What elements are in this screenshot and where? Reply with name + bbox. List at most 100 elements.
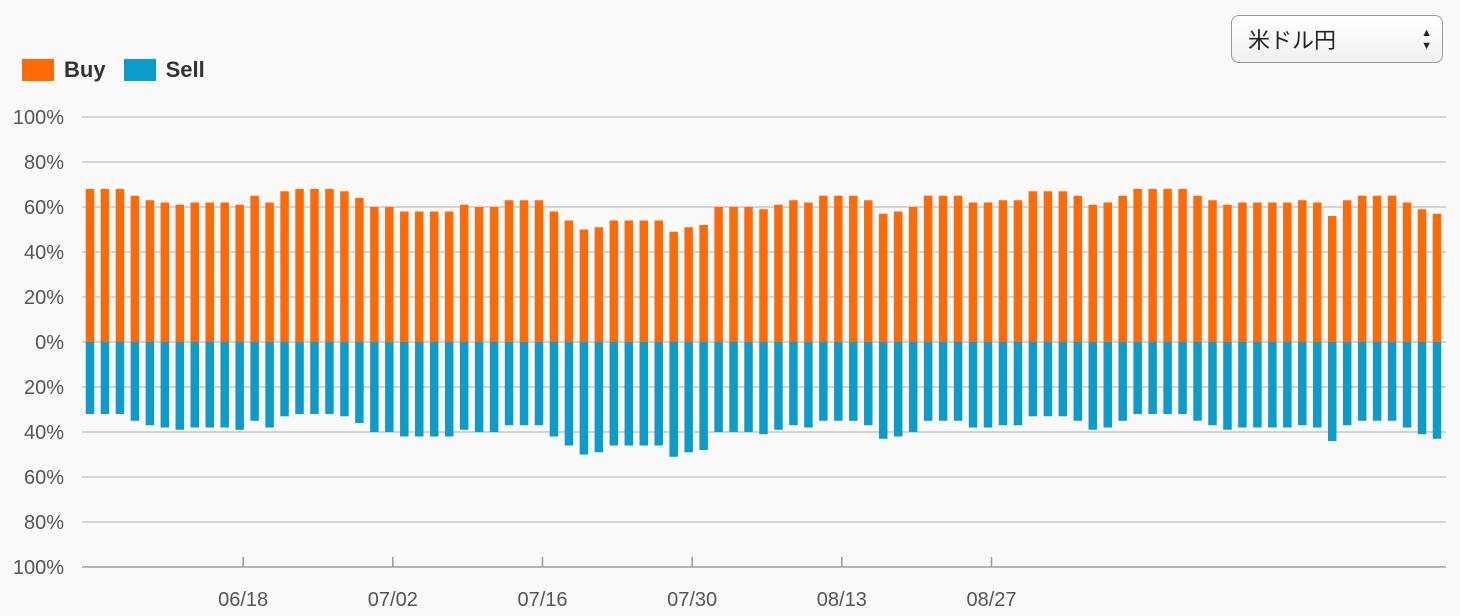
buy-bar xyxy=(310,189,319,342)
buy-bar xyxy=(1298,200,1307,342)
sell-bar xyxy=(893,342,903,437)
sell-bar xyxy=(295,342,304,414)
buy-bar xyxy=(474,207,484,342)
legend-item-sell[interactable]: Sell xyxy=(123,57,205,83)
buy-bar xyxy=(1342,200,1352,342)
sell-bar xyxy=(744,342,753,432)
buy-bar xyxy=(609,220,619,342)
sell-bar xyxy=(145,342,155,426)
sell-bar xyxy=(849,342,858,421)
sell-bar xyxy=(1133,342,1142,414)
buy-bar xyxy=(789,200,798,342)
buy-bar xyxy=(669,231,678,342)
sell-bar xyxy=(759,342,768,435)
sell-bar xyxy=(235,342,244,430)
sell-bar xyxy=(100,342,110,414)
sell-bar xyxy=(1238,342,1247,428)
buy-bar xyxy=(415,211,424,342)
buy-bar xyxy=(774,204,783,342)
buy-bar xyxy=(295,189,304,342)
sell-bar xyxy=(819,342,828,421)
sell-bar xyxy=(953,342,963,421)
y-tick-label: 20% xyxy=(24,377,64,399)
sell-bar xyxy=(1268,342,1277,428)
buy-bar xyxy=(684,227,693,342)
buy-bar xyxy=(953,195,963,342)
y-tick-label: 100% xyxy=(13,557,64,579)
buy-bar xyxy=(504,200,514,342)
buy-bar xyxy=(729,207,738,342)
buy-bar xyxy=(744,207,753,342)
sell-bar xyxy=(878,342,888,439)
buy-bar xyxy=(804,202,813,342)
sell-bar xyxy=(1178,342,1187,414)
buy-bar xyxy=(1372,195,1382,342)
sell-bar xyxy=(220,342,229,428)
sell-bar xyxy=(624,342,634,446)
buy-bar xyxy=(429,211,439,342)
sell-bar xyxy=(444,342,454,437)
sell-bar xyxy=(489,342,499,432)
sell-bar xyxy=(474,342,484,432)
buy-bar xyxy=(893,211,903,342)
buy-bar xyxy=(85,189,95,342)
sell-bar xyxy=(1223,342,1232,430)
buy-bar xyxy=(1357,195,1367,342)
buy-bar xyxy=(459,204,469,342)
buy-bar xyxy=(220,202,229,342)
buy-bar xyxy=(654,220,663,342)
buy-bar xyxy=(280,191,289,342)
buy-bar xyxy=(444,211,454,342)
y-tick-label: 0% xyxy=(35,332,64,354)
buy-bar xyxy=(130,195,140,342)
sell-bar xyxy=(1058,342,1068,417)
y-tick-label: 60% xyxy=(24,467,64,489)
x-tick-label: 06/18 xyxy=(218,589,268,611)
sell-bar xyxy=(729,342,738,432)
buy-bar xyxy=(1163,189,1172,342)
buy-bar xyxy=(983,202,993,342)
buy-bar xyxy=(1073,195,1083,342)
sell-bar xyxy=(1327,342,1337,441)
sell-bar xyxy=(654,342,663,446)
sell-bar xyxy=(1073,342,1083,421)
buy-bar xyxy=(624,220,634,342)
sell-bar xyxy=(1342,342,1352,426)
buy-bar xyxy=(923,195,933,342)
legend-label-buy: Buy xyxy=(64,57,106,82)
sell-bar xyxy=(714,342,723,432)
sell-bar xyxy=(564,342,574,446)
sell-bar xyxy=(699,342,708,450)
sell-bar xyxy=(415,342,424,437)
legend-swatch-buy xyxy=(22,59,54,81)
buy-bar xyxy=(819,195,828,342)
buy-bar xyxy=(834,195,843,342)
buy-bar xyxy=(759,209,768,342)
sell-bar xyxy=(115,342,125,414)
buy-bar xyxy=(265,202,274,342)
sell-bar xyxy=(1088,342,1098,430)
select-arrows-icon: ▲ ▼ xyxy=(1421,27,1432,52)
buy-bar xyxy=(190,202,200,342)
sell-bar xyxy=(1163,342,1172,414)
buy-bar xyxy=(1118,195,1127,342)
sell-bar xyxy=(340,342,349,417)
sell-bar xyxy=(310,342,319,414)
sell-bar xyxy=(923,342,933,421)
sell-bar xyxy=(998,342,1008,426)
legend-item-buy[interactable]: Buy xyxy=(22,57,106,83)
x-tick-label: 08/13 xyxy=(817,589,867,611)
buy-bar xyxy=(235,204,244,342)
sell-bar xyxy=(1372,342,1382,421)
buy-bar xyxy=(205,202,214,342)
currency-pair-value: 米ドル円 xyxy=(1248,28,1337,53)
y-tick-label: 80% xyxy=(24,512,64,534)
sell-bar xyxy=(130,342,140,421)
buy-bar xyxy=(400,211,409,342)
buy-bar xyxy=(699,225,708,342)
sell-bar xyxy=(385,342,394,432)
buy-bar xyxy=(1148,189,1157,342)
currency-pair-select[interactable]: 米ドル円 ▲ ▼ xyxy=(1231,15,1443,63)
buy-bar xyxy=(878,213,888,342)
sell-bar xyxy=(579,342,589,455)
